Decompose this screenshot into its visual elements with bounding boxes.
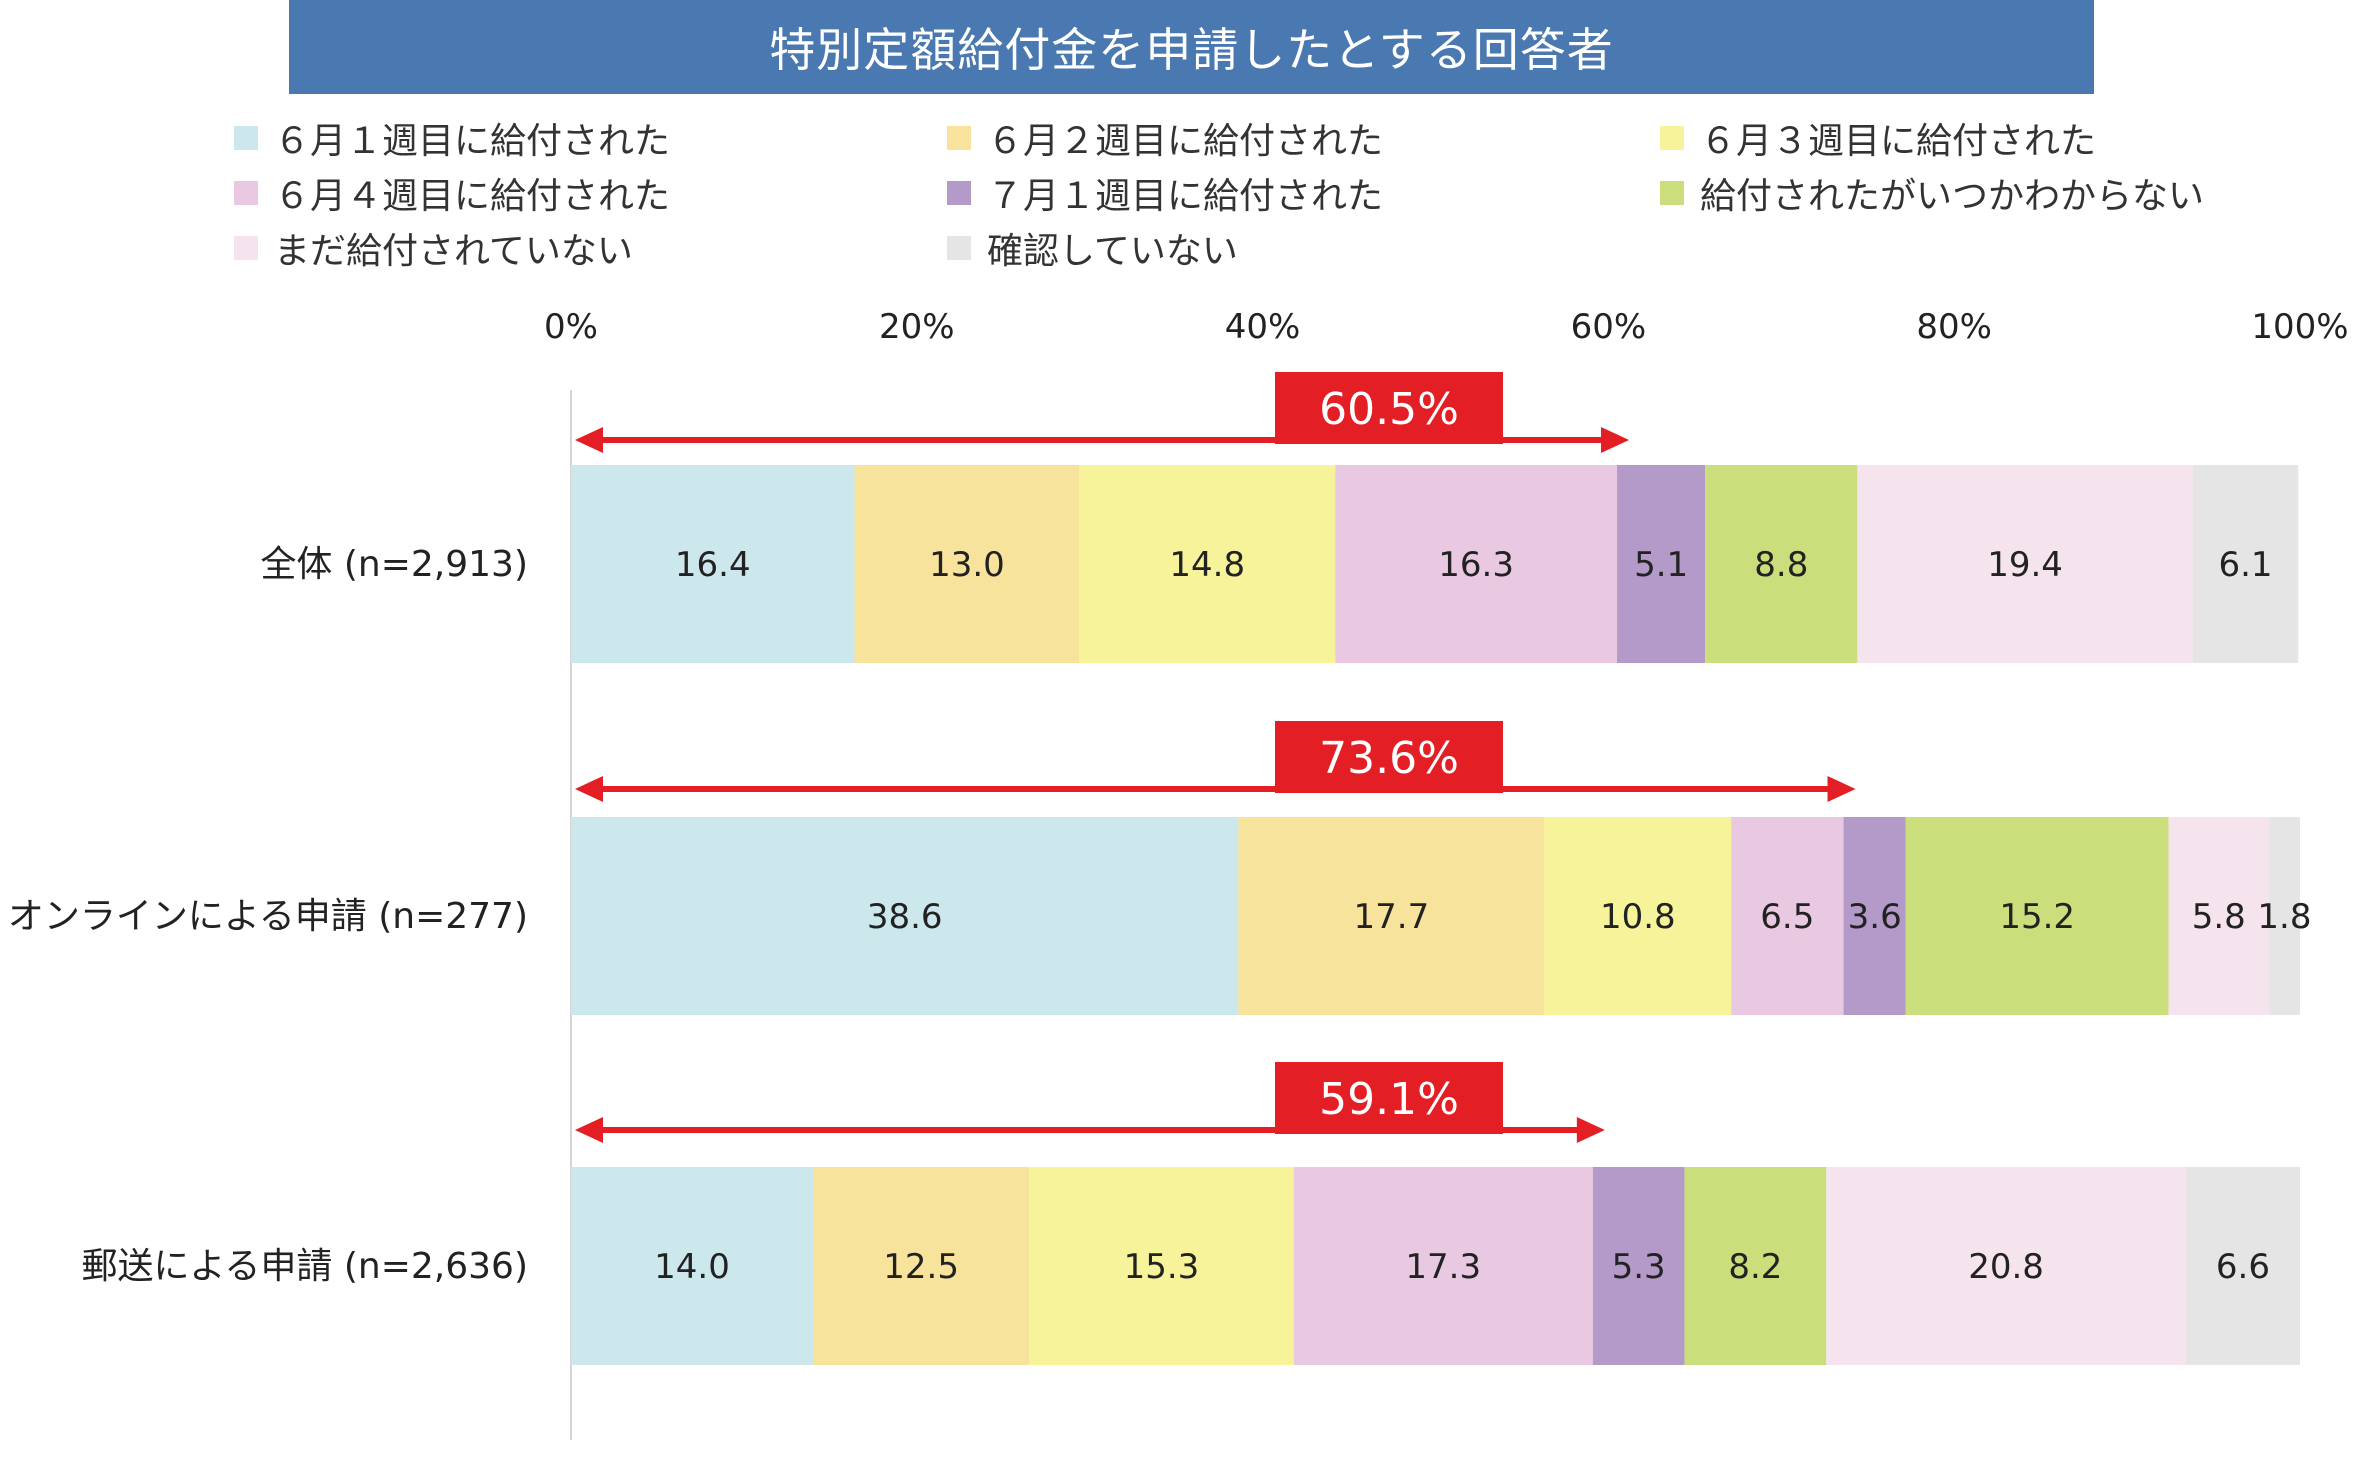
- annotation-arrowhead-right: [1601, 427, 1630, 453]
- legend-swatch: [947, 236, 971, 260]
- legend-item: ６月１週目に給付された: [234, 112, 670, 164]
- legend-swatch: [947, 181, 971, 205]
- segment-value-label: 12.5: [883, 1247, 959, 1287]
- legend-label: ６月２週目に給付された: [987, 121, 1384, 162]
- bar-segment: [571, 465, 855, 663]
- legend-item: 給付されたがいつかわからない: [1660, 167, 2204, 219]
- annotation-label: 73.6%: [1319, 733, 1459, 784]
- legend-item: 確認していない: [947, 222, 1238, 274]
- x-tick-label: 100%: [2251, 307, 2348, 347]
- segment-value-label: 5.8: [2192, 897, 2246, 937]
- segment-value-label: 8.8: [1754, 545, 1808, 585]
- legend-swatch: [1660, 126, 1684, 150]
- category-label: 郵送による申請 (n=2,636): [82, 1246, 529, 1287]
- bar-segment: [2185, 1167, 2300, 1365]
- segment-value-label: 13.0: [929, 545, 1005, 585]
- segment-value-label: 6.6: [2216, 1247, 2270, 1287]
- segment-value-label: 10.8: [1600, 897, 1676, 937]
- segment-value-label: 6.1: [2218, 545, 2272, 585]
- x-tick-label: 0%: [544, 307, 598, 347]
- segment-value-label: 5.3: [1612, 1247, 1666, 1287]
- segment-value-label: 20.8: [1968, 1247, 2044, 1287]
- legend-label: ７月１週目に給付された: [987, 176, 1384, 217]
- annotation-arrowhead-left: [575, 776, 603, 802]
- bar-segment: [1293, 1167, 1593, 1365]
- x-tick-label: 20%: [879, 307, 955, 347]
- segment-value-label: 17.3: [1405, 1247, 1481, 1287]
- legend-label: ６月１週目に給付された: [274, 121, 671, 162]
- segment-value-label: 6.5: [1760, 897, 1814, 937]
- legend-swatch: [234, 126, 258, 150]
- bar-segment: [2192, 465, 2299, 663]
- legend-item: ７月１週目に給付された: [947, 167, 1383, 219]
- bar-segment: [1705, 465, 1858, 663]
- annotation-arrowhead-left: [575, 427, 603, 453]
- annotation-box: [1275, 372, 1503, 444]
- bar-segment: [1592, 1167, 1685, 1365]
- bar-segment: [2168, 817, 2269, 1015]
- x-tick-label: 40%: [1225, 307, 1301, 347]
- annotation-arrowhead-right: [1827, 776, 1856, 802]
- segment-value-label: 8.2: [1728, 1247, 1782, 1287]
- annotation-box: [1275, 1062, 1503, 1134]
- bar-segment: [1238, 817, 1545, 1015]
- legend-item: ６月２週目に給付された: [947, 112, 1383, 164]
- annotation-label: 59.1%: [1319, 1074, 1459, 1125]
- bar-segment: [1857, 465, 2193, 663]
- segment-value-label: 38.6: [867, 897, 943, 937]
- segment-value-label: 1.8: [2257, 897, 2311, 937]
- segment-value-label: 15.2: [1999, 897, 2075, 937]
- legend-item: ６月３週目に給付された: [1660, 112, 2096, 164]
- segment-value-label: 16.3: [1438, 545, 1514, 585]
- legend-label: 給付されたがいつかわからない: [1700, 176, 2205, 217]
- legend-swatch: [234, 181, 258, 205]
- bar-segment: [1843, 817, 1906, 1015]
- bar-segment: [854, 465, 1080, 663]
- legend-label: ６月４週目に給付された: [274, 176, 671, 217]
- annotation-arrowhead-left: [575, 1117, 603, 1143]
- bar-segment: [1029, 1167, 1294, 1365]
- legend-item: ６月４週目に給付された: [234, 167, 670, 219]
- bar-segment: [1544, 817, 1732, 1015]
- legend-swatch: [1660, 181, 1684, 205]
- bar-segment: [1079, 465, 1336, 663]
- annotation-arrowhead-right: [1576, 1117, 1605, 1143]
- x-tick-label: 80%: [1916, 307, 1992, 347]
- bar-segment: [813, 1167, 1030, 1365]
- annotation-label: 60.5%: [1319, 384, 1459, 435]
- bar-segment: [1826, 1167, 2186, 1365]
- segment-value-label: 14.8: [1169, 545, 1245, 585]
- category-label: オンラインによる申請 (n=277): [8, 896, 528, 937]
- bar-segment: [1905, 817, 2169, 1015]
- bar-segment: [571, 1167, 814, 1365]
- legend-swatch: [234, 236, 258, 260]
- chart-title: 特別定額給付金を申請したとする回答者: [289, 0, 2094, 94]
- bar-segment: [2268, 817, 2300, 1015]
- segment-value-label: 14.0: [654, 1247, 730, 1287]
- bar-segment: [1731, 817, 1844, 1015]
- x-tick-label: 60%: [1571, 307, 1647, 347]
- segment-value-label: 16.4: [675, 545, 751, 585]
- legend-label: まだ給付されていない: [274, 231, 633, 272]
- bar-segment: [1684, 1167, 1827, 1365]
- legend: ６月１週目に給付された ６月２週目に給付された ６月３週目に給付された ６月４週目に給…: [234, 112, 2284, 287]
- category-label: 全体 (n=2,913): [260, 544, 528, 585]
- legend-item: まだ給付されていない: [234, 222, 633, 274]
- bar-segment: [571, 817, 1239, 1015]
- legend-swatch: [947, 126, 971, 150]
- segment-value-label: 15.3: [1124, 1247, 1200, 1287]
- segment-value-label: 19.4: [1987, 545, 2063, 585]
- bar-segment: [1617, 465, 1706, 663]
- bar-segment: [1335, 465, 1618, 663]
- legend-label: 確認していない: [987, 231, 1238, 272]
- segment-value-label: 17.7: [1354, 897, 1430, 937]
- legend-label: ６月３週目に給付された: [1700, 121, 2097, 162]
- annotation-box: [1275, 721, 1503, 793]
- segment-value-label: 3.6: [1848, 897, 1902, 937]
- segment-value-label: 5.1: [1634, 545, 1688, 585]
